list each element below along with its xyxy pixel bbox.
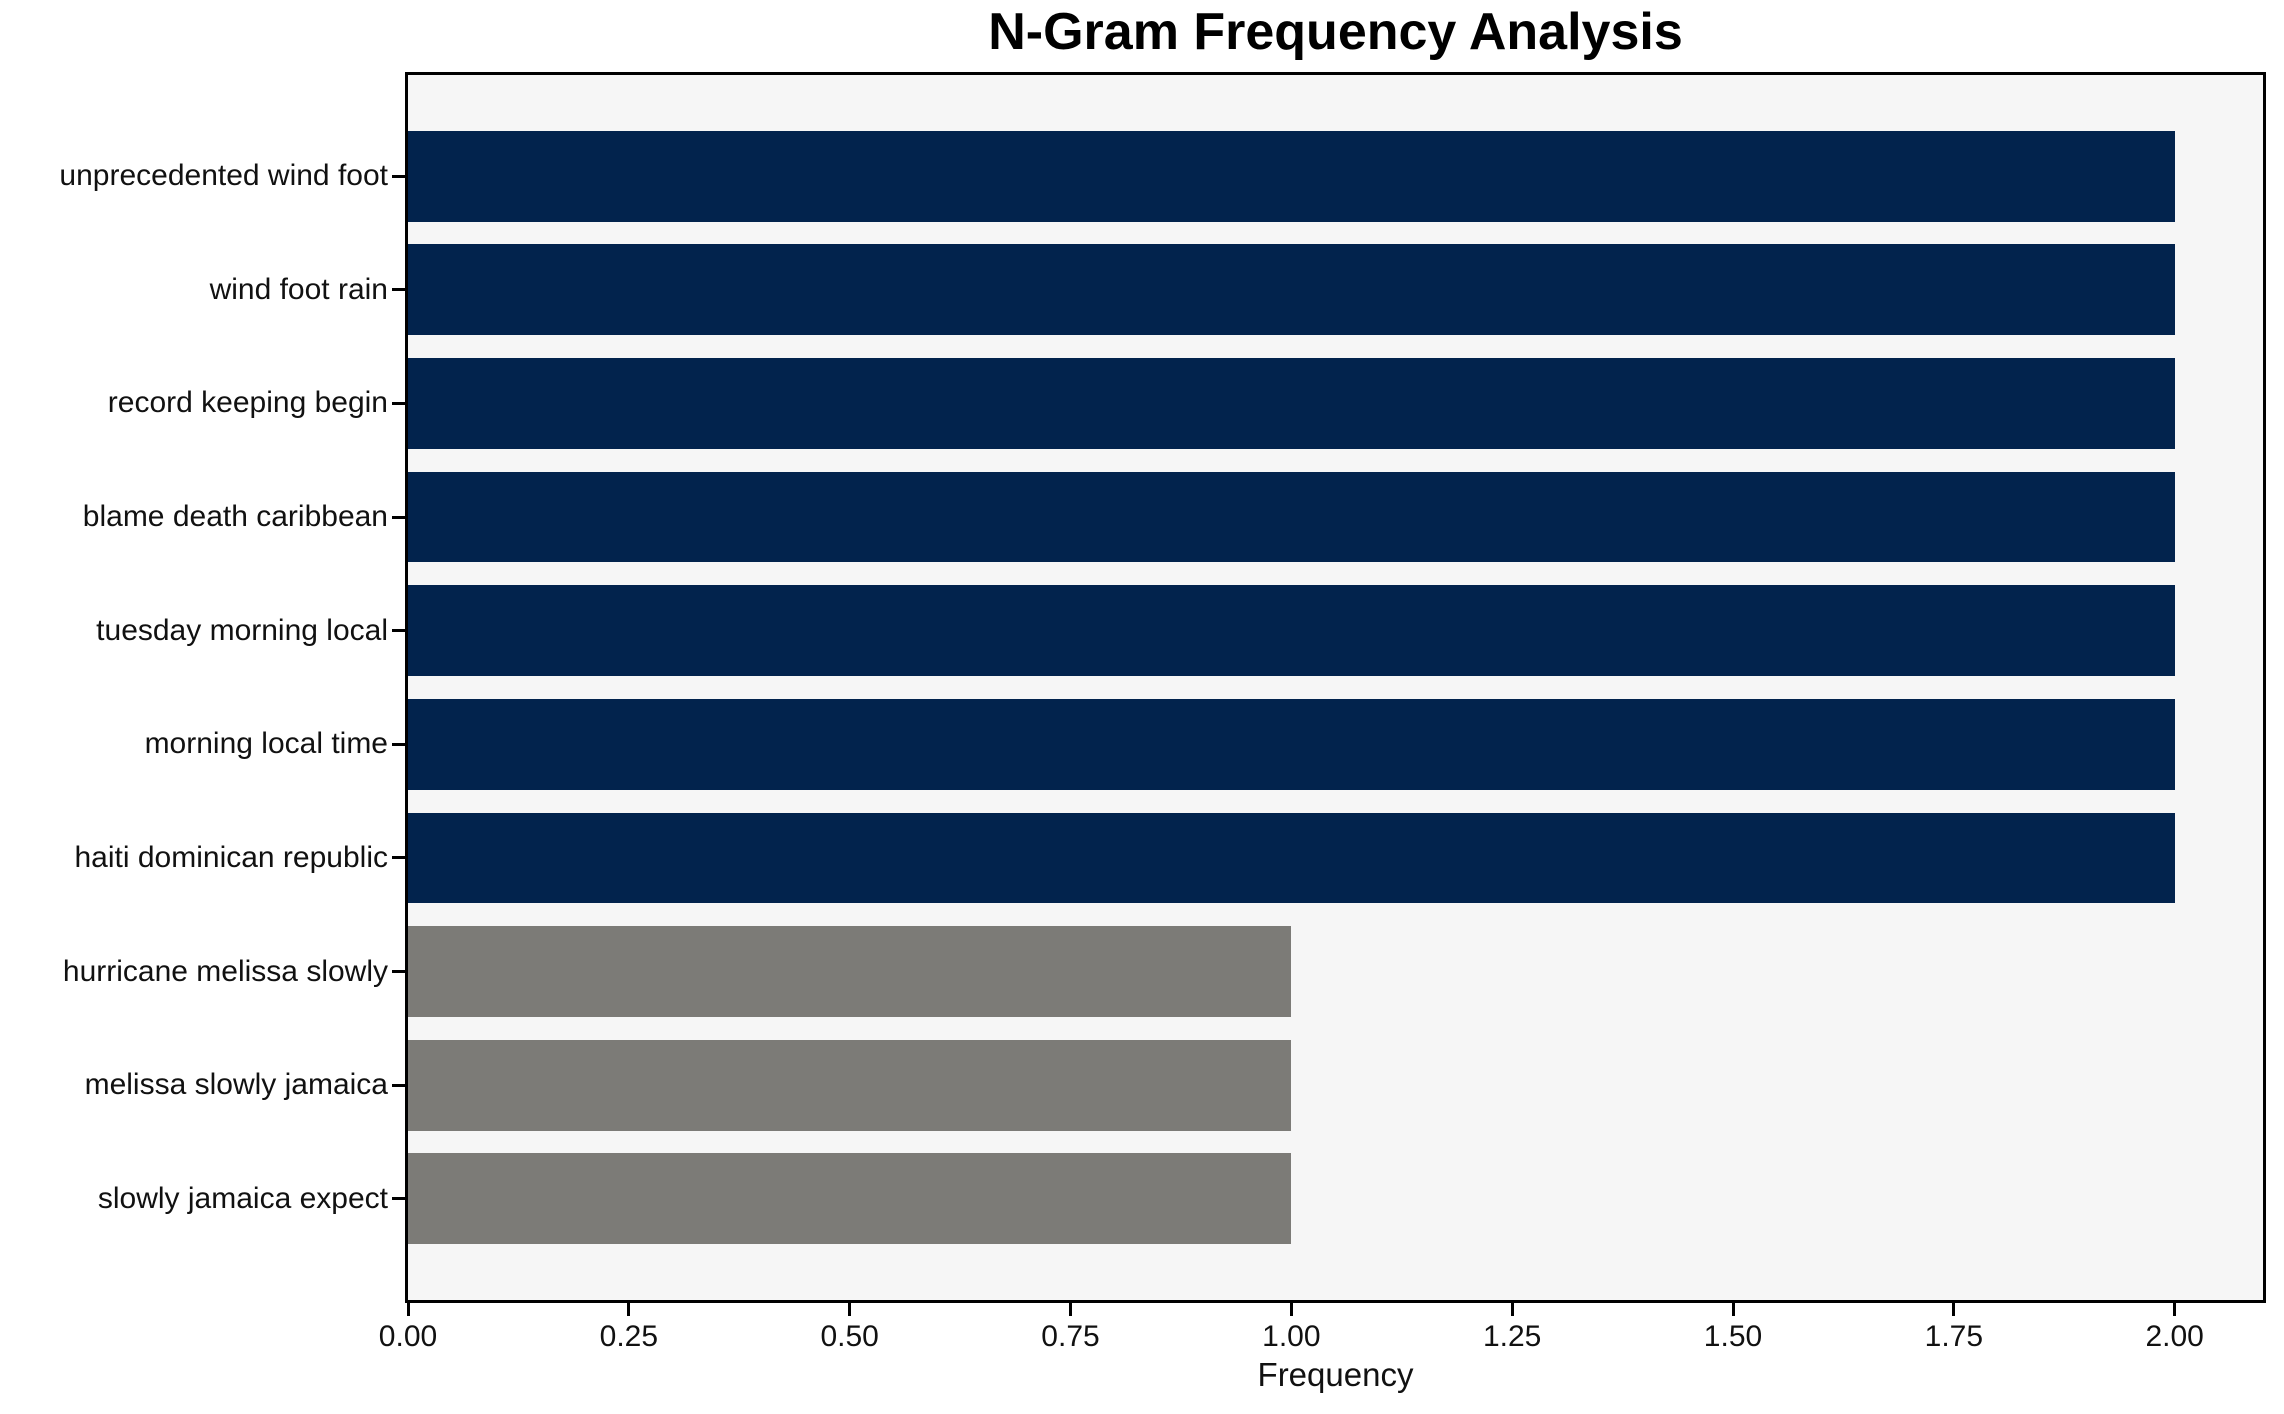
bar <box>408 130 2175 222</box>
bar <box>408 812 2175 904</box>
bar <box>408 926 1292 1018</box>
y-tick <box>392 401 405 405</box>
y-tick-label: unprecedented wind foot <box>59 159 388 193</box>
y-tick <box>392 629 405 633</box>
bar <box>408 357 2175 449</box>
y-tick-label: record keeping begin <box>107 386 388 420</box>
x-tick-label: 1.25 <box>1482 1320 1542 1353</box>
x-tick-label: 0.25 <box>599 1320 659 1353</box>
bar <box>408 585 2175 677</box>
y-tick-label: morning local time <box>144 727 388 761</box>
bar <box>408 1153 1292 1245</box>
x-tick <box>848 1303 852 1316</box>
x-tick <box>1510 1303 1514 1316</box>
bar <box>408 698 2175 790</box>
y-tick <box>392 515 405 519</box>
x-tick <box>406 1303 410 1316</box>
x-tick-label: 1.50 <box>1703 1320 1763 1353</box>
x-tick <box>1069 1303 1072 1316</box>
x-tick-label: 2.00 <box>2145 1320 2204 1353</box>
y-tick-label: hurricane melissa slowly <box>62 954 388 988</box>
x-tick <box>627 1303 631 1316</box>
y-tick-label: slowly jamaica expect <box>97 1181 388 1215</box>
x-tick-label: 1.75 <box>1924 1320 1984 1353</box>
x-tick-label: 0.75 <box>1041 1320 1100 1353</box>
x-tick-label: 0.00 <box>378 1320 438 1353</box>
bar <box>408 244 2175 336</box>
y-tick <box>392 970 405 974</box>
x-tick <box>2173 1303 2177 1316</box>
bars-layer <box>408 75 2263 1300</box>
y-tick <box>392 174 405 178</box>
bar <box>408 471 2175 563</box>
x-tick <box>1731 1303 1735 1316</box>
y-tick-label: melissa slowly jamaica <box>84 1068 388 1102</box>
y-tick <box>392 1197 405 1201</box>
y-tick <box>392 1083 405 1087</box>
x-tick <box>1289 1303 1293 1316</box>
y-tick <box>392 288 405 292</box>
y-tick <box>392 856 405 860</box>
plot-area <box>405 72 2266 1303</box>
y-tick-label: blame death caribbean <box>82 500 388 534</box>
chart-title: N-Gram Frequency Analysis <box>988 3 1683 61</box>
bar <box>408 1039 1292 1131</box>
y-tick-label: wind foot rain <box>209 272 388 306</box>
x-tick-label: 1.00 <box>1262 1320 1321 1353</box>
y-tick-label: tuesday morning local <box>96 613 388 647</box>
x-axis-label: Frequency <box>1257 1356 1414 1393</box>
y-tick <box>392 742 405 746</box>
x-tick <box>1952 1303 1956 1316</box>
x-tick-label: 0.50 <box>820 1320 879 1353</box>
y-tick-label: haiti dominican republic <box>74 840 388 874</box>
